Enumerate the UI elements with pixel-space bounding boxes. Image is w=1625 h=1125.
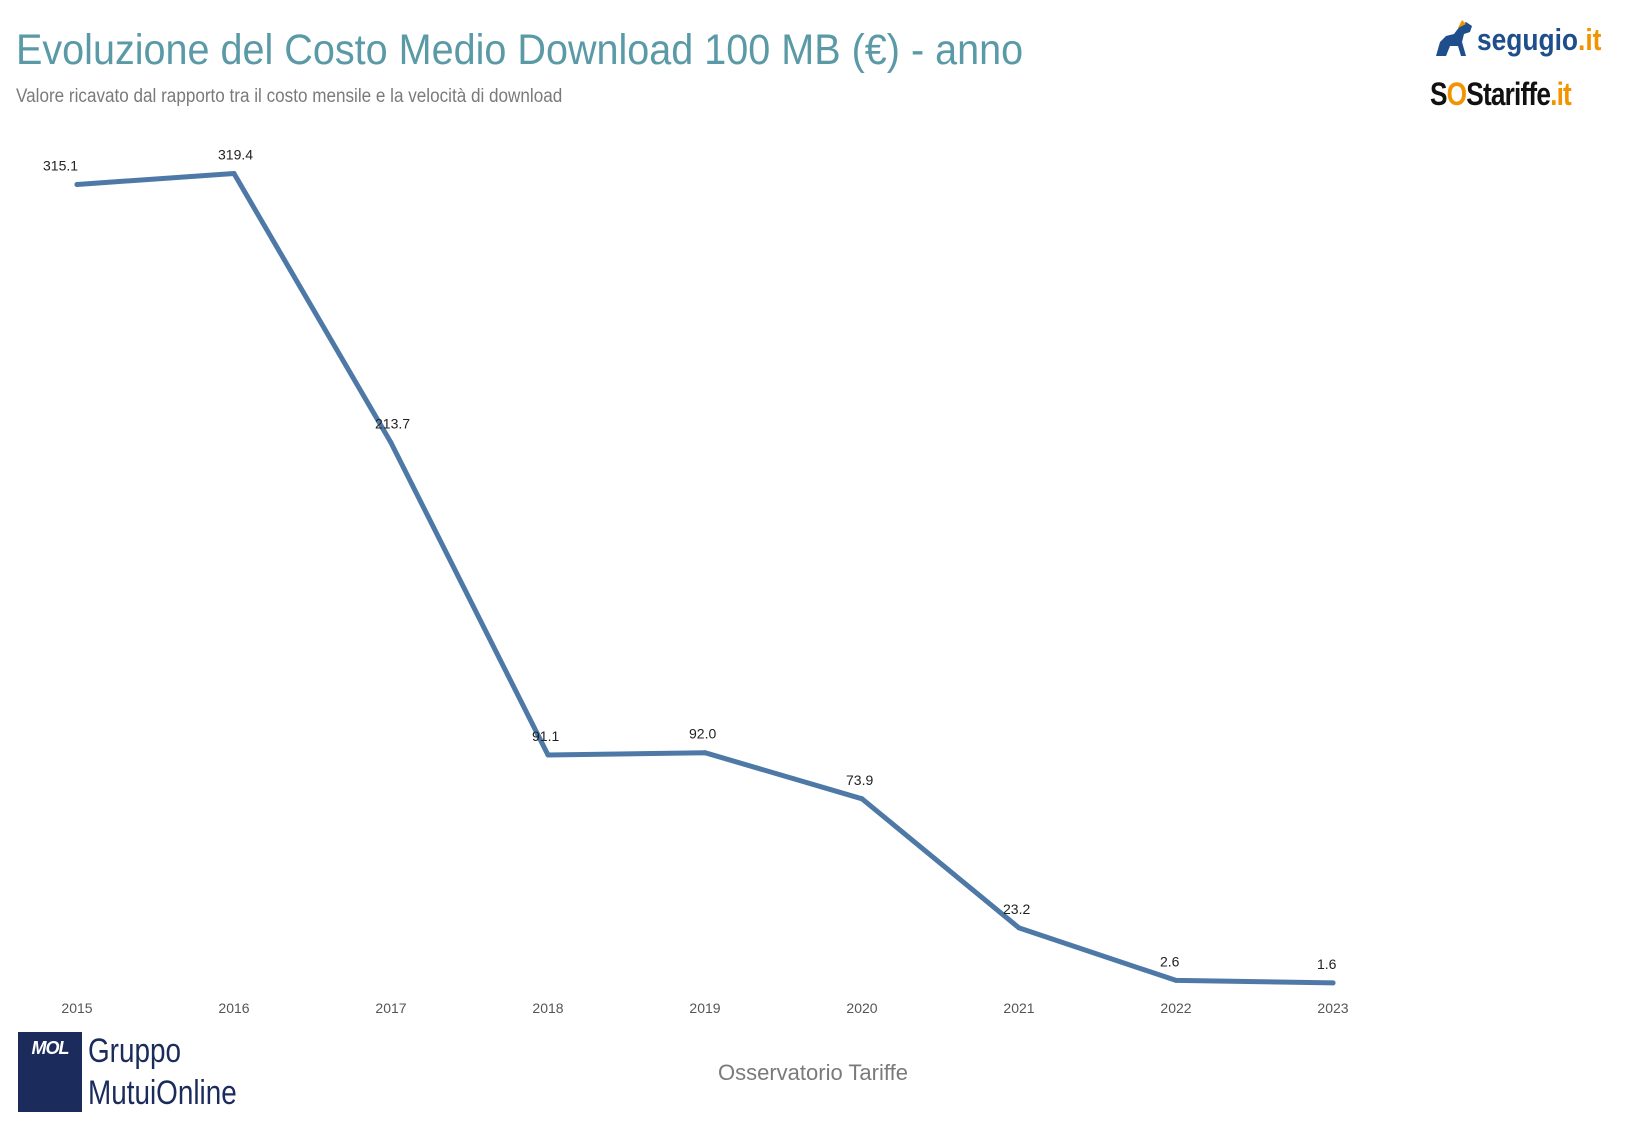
data-label: 2.6 [1160,953,1180,969]
dog-icon [1436,20,1472,56]
data-point [388,440,394,446]
mol-badge: MOL [18,1032,82,1112]
segugio-logo: segugio.it [1432,16,1607,64]
data-point [1173,977,1179,983]
data-label: 1.6 [1317,956,1337,972]
sostariffe-wordmark: SOStariffe.it [1430,76,1572,112]
data-point [1016,925,1022,931]
mol-line-2: MutuiOnline [88,1074,237,1112]
x-tick-label: 2015 [61,1000,92,1016]
data-point [231,171,237,176]
data-point [859,796,865,802]
lifebuoy-icon: O [1446,76,1467,112]
segugio-wordmark: segugio.it [1477,22,1602,57]
series-line [74,171,1336,986]
sostariffe-logo: SOStariffe.it [1430,74,1605,118]
mol-wordmark: Gruppo MutuiOnline [88,1030,237,1114]
data-point [74,182,80,187]
x-tick-label: 2023 [1317,1000,1348,1016]
data-label: 73.9 [846,772,873,788]
data-label: 213.7 [375,416,410,432]
x-tick-label: 2020 [846,1000,877,1016]
x-tick-label: 2017 [375,1000,406,1016]
data-point [1330,980,1336,986]
data-label: 315.1 [43,158,78,174]
data-label: 91.1 [532,728,559,744]
chart-subtitle: Valore ricavato dal rapporto tra il cost… [16,86,563,107]
footer-source: Osservatorio Tariffe [718,1060,908,1085]
data-label: 23.2 [1003,901,1030,917]
data-point [702,750,708,756]
data-label: 319.4 [218,147,253,163]
chart-title: Evoluzione del Costo Medio Download 100 … [16,26,1024,74]
data-label: 92.0 [689,726,716,742]
x-tick-label: 2019 [689,1000,720,1016]
x-tick-label: 2016 [218,1000,249,1016]
x-tick-label: 2021 [1003,1000,1034,1016]
x-tick-label: 2018 [532,1000,563,1016]
mol-line-1: Gruppo [88,1032,181,1070]
x-tick-label: 2022 [1160,1000,1191,1016]
data-point [545,752,551,758]
